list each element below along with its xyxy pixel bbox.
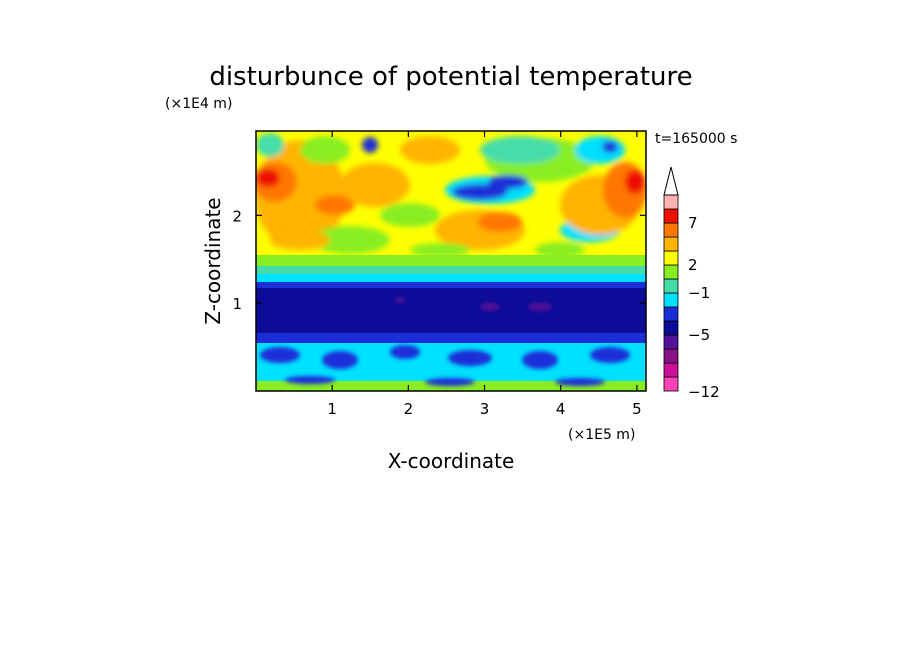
colorbar: −5−127−12 [663,166,720,401]
x-tick-label: 3 [480,400,490,418]
x-scale-label: (×1E5 m) [568,427,635,443]
colorbar-swatch [663,194,679,210]
time-label: t=165000 s [655,131,737,147]
colorbar-min-label: −12 [688,383,720,401]
colorbar-label: −1 [688,284,710,302]
x-tick-label: 2 [404,400,414,418]
x-tick-label: 4 [556,400,566,418]
colorbar-swatch [663,222,679,238]
colorbar-swatch [663,348,679,364]
y-axis: 12 [232,207,646,313]
colorbar-extend-arrow [663,166,679,196]
y-tick-label: 2 [232,207,242,225]
colorbar-label: −5 [688,326,710,344]
colorbar-swatch [663,236,679,252]
colorbar-swatch [663,362,679,378]
y-axis-label: Z-coordinate [201,197,225,324]
x-axis-label: X-coordinate [388,449,515,473]
colorbar-swatch [663,306,679,322]
plot-frame [255,130,647,392]
colorbar-swatch [663,250,679,266]
colorbar-swatch [663,264,679,280]
y-tick-label: 1 [232,295,242,313]
colorbar-swatch [663,376,679,392]
contour-field [256,131,646,391]
colorbar-swatch [663,278,679,294]
colorbar-swatch [663,320,679,336]
colorbar-label: 7 [688,214,698,232]
x-tick-label: 5 [632,400,642,418]
x-axis: 1 2 3 4 5 [327,131,642,418]
y-scale-label: (×1E4 m) [165,96,232,112]
chart-title: disturbunce of potential temperature [209,62,692,92]
colorbar-swatch [663,208,679,224]
colorbar-swatch [663,292,679,308]
x-tick-label: 1 [327,400,337,418]
colorbar-swatch [663,334,679,350]
colorbar-label: 2 [688,256,698,274]
